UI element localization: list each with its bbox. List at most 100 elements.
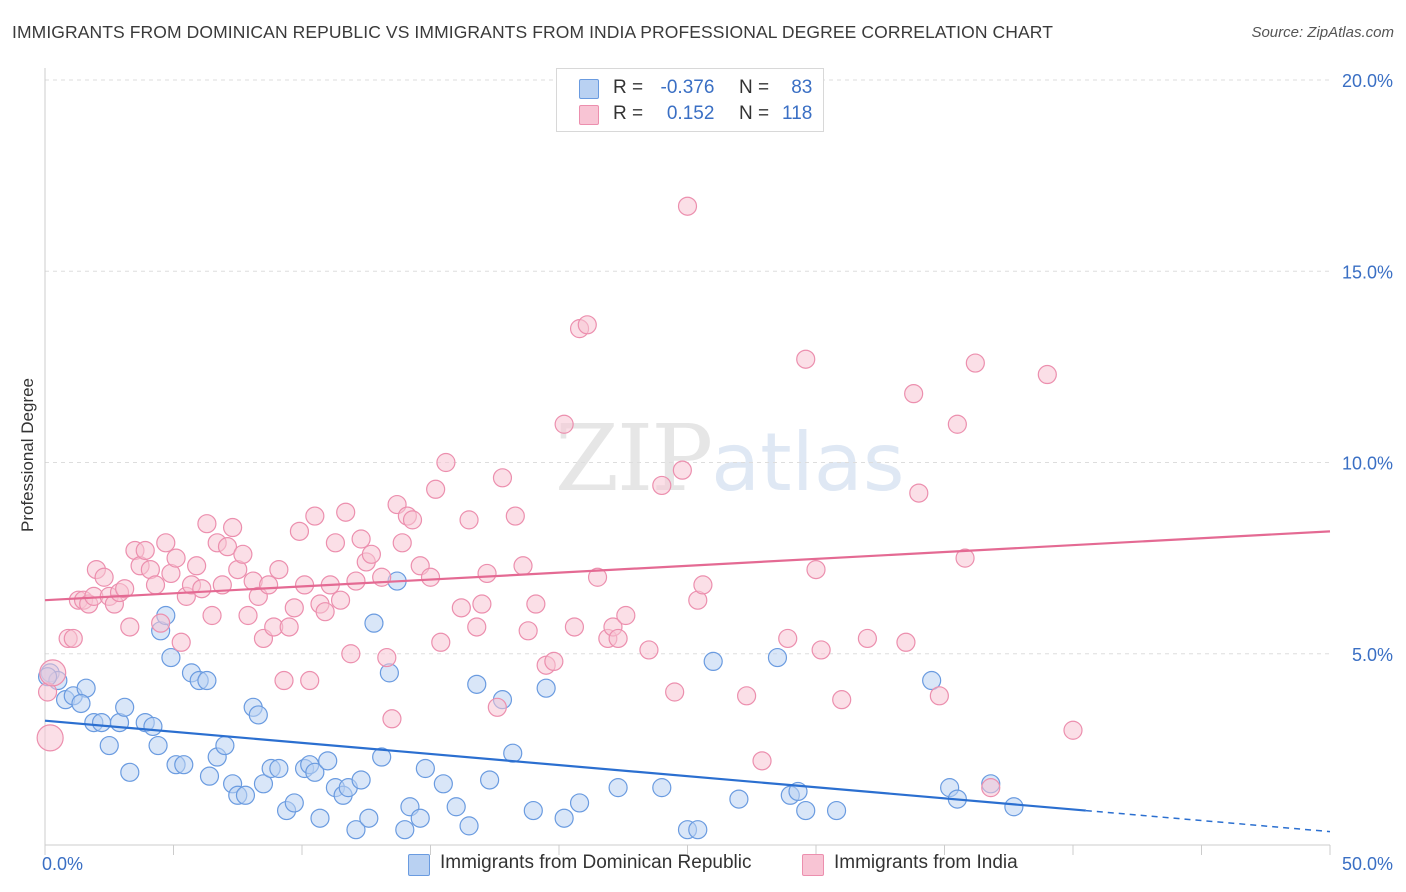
point-dominican [99, 735, 119, 756]
point-india [472, 594, 492, 614]
point-india [909, 483, 929, 503]
point-dominican [796, 800, 816, 821]
y-tick-label: 15.0% [1342, 262, 1393, 282]
point-india [672, 460, 692, 480]
point-dominican [410, 808, 430, 828]
point-india [382, 709, 402, 729]
point-india [544, 651, 564, 672]
point-dominican [120, 762, 140, 782]
point-dominican [310, 808, 330, 828]
point-india [120, 617, 140, 637]
point-india [171, 632, 191, 652]
point-dominican [1004, 797, 1024, 817]
point-dominican [253, 774, 274, 794]
point-india [896, 632, 916, 652]
point-india [652, 475, 672, 496]
point-india [467, 617, 487, 637]
point-india [616, 605, 636, 626]
chart-title: IMMIGRANTS FROM DOMINICAN REPUBLIC VS IM… [12, 22, 1054, 42]
point-dominican [148, 735, 168, 756]
point-dominican [652, 778, 672, 798]
legend-swatch-blue [408, 854, 430, 876]
point-dominican [703, 651, 723, 672]
legend-r-value: -0.376 [660, 77, 715, 98]
point-dominican [372, 747, 392, 767]
y-tick-label: 5.0% [1352, 645, 1393, 665]
point-india [63, 628, 83, 649]
point-dominican [729, 789, 749, 809]
point-dominican [569, 793, 590, 813]
point-india [192, 579, 212, 599]
point-india [269, 559, 289, 580]
point-india [94, 567, 114, 587]
point-india [135, 540, 155, 561]
point-india [947, 414, 967, 434]
point-india [554, 414, 574, 434]
point-india [145, 575, 166, 595]
point-dominican [359, 808, 379, 828]
point-dominican [767, 647, 788, 668]
point-india [526, 594, 546, 614]
legend-label-dominican: Immigrants from Dominican Republic [440, 852, 752, 873]
point-dominican [395, 820, 415, 840]
legend-swatch-pink [579, 105, 599, 125]
point-india [431, 632, 451, 652]
point-india [361, 544, 381, 564]
point-india [857, 628, 878, 649]
point-india [223, 517, 243, 538]
trendline-india [44, 530, 1331, 602]
y-tick-label: 20.0% [1342, 71, 1393, 91]
point-india [1063, 720, 1083, 740]
point-india [420, 567, 441, 587]
point-india [238, 605, 258, 626]
point-india [513, 556, 533, 576]
legend-swatch-blue [579, 79, 599, 99]
point-india [981, 778, 1001, 798]
point-dominican [503, 743, 523, 763]
point-india [274, 670, 294, 691]
point-india [115, 579, 135, 599]
point-india [832, 690, 852, 710]
legend-n-label: N = [738, 77, 770, 98]
point-india [693, 575, 713, 595]
watermark-zip: ZIP [555, 405, 713, 512]
point-india [955, 548, 975, 568]
point-india [459, 510, 479, 530]
point-dominican [351, 770, 371, 790]
point-india [233, 544, 253, 564]
point-india [300, 670, 320, 691]
series-legend: Immigrants from Dominican Republic Immig… [0, 852, 1406, 878]
point-india [217, 537, 238, 557]
point-india [577, 315, 597, 335]
point-dominican [197, 670, 217, 691]
y-axis-title: Professional Degree [18, 377, 37, 533]
trendline-dominican [44, 719, 1086, 812]
point-dominican [922, 670, 942, 691]
point-india [477, 563, 497, 584]
point-dominican [523, 800, 543, 821]
point-india [904, 384, 924, 404]
legend-label-india: Immigrants from India [834, 852, 1018, 873]
point-india [505, 506, 525, 526]
point-dominican [688, 820, 708, 840]
point-dominican [608, 778, 628, 798]
point-india [39, 659, 67, 687]
point-india [1037, 364, 1057, 385]
source-label: Source: ZipAtlas.com [1251, 24, 1394, 41]
y-tick-label: 10.0% [1342, 454, 1393, 474]
point-dominican [91, 712, 112, 733]
point-india [796, 349, 816, 369]
legend-r-label: R = [613, 103, 644, 124]
x-tick-label-left: 0.0% [42, 854, 83, 874]
point-india [346, 571, 366, 591]
point-dominican [364, 613, 384, 633]
point-india [492, 468, 513, 488]
point-india [187, 556, 207, 576]
point-dominican [235, 785, 256, 805]
legend-r-value: 0.152 [666, 103, 715, 124]
point-india [351, 529, 371, 549]
point-india [639, 640, 659, 660]
point-dominican [346, 820, 366, 840]
point-india [677, 196, 698, 216]
